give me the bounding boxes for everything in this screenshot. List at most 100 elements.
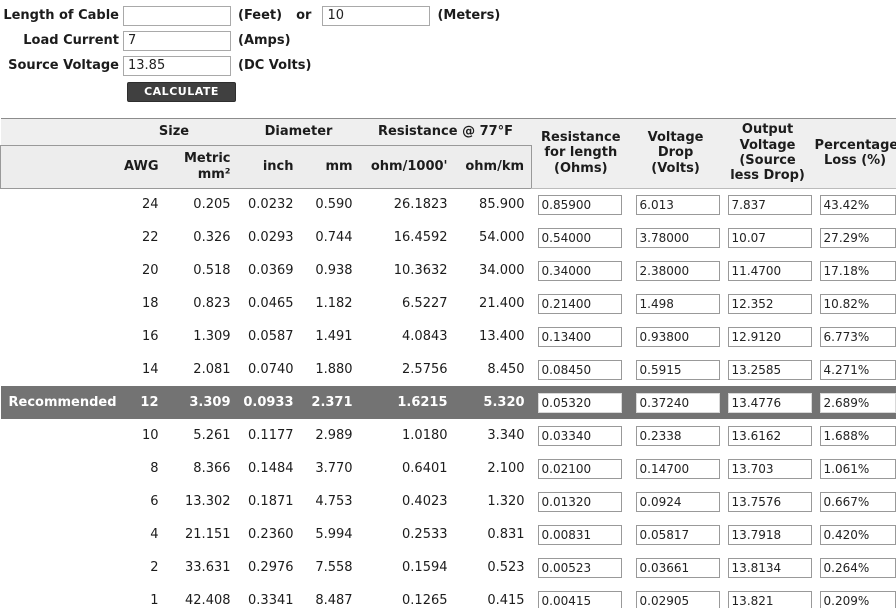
percentage-loss-input[interactable]	[819, 524, 896, 545]
metric-mm2-cell: 42.408	[185, 592, 231, 608]
amps-unit-label: (Amps)	[238, 33, 291, 48]
length-meters-input[interactable]	[322, 5, 431, 26]
percentage-loss-input[interactable]	[819, 392, 896, 413]
output-voltage-input[interactable]	[727, 491, 812, 512]
ohm-per-1000ft-cell: 1.0180	[402, 427, 448, 443]
voltage-drop-input[interactable]	[635, 194, 720, 215]
voltage-drop-input-cell	[630, 320, 722, 353]
resistance-for-length-input[interactable]	[537, 260, 622, 281]
output-voltage-input[interactable]	[727, 359, 812, 380]
ohm-per-1000ft-cell: 1.6215	[359, 386, 455, 419]
percentage-loss-input[interactable]	[819, 260, 896, 281]
resistance-for-length-input[interactable]	[537, 425, 622, 446]
voltage-drop-input[interactable]	[635, 227, 720, 248]
resistance-for-length-input[interactable]	[537, 194, 622, 215]
resistance-for-length-input[interactable]	[537, 293, 622, 314]
percentage-loss-input[interactable]	[819, 359, 896, 380]
resistance-for-length-input[interactable]	[537, 524, 622, 545]
resistance-for-length-input[interactable]	[537, 359, 622, 380]
dc-volts-unit-label: (DC Volts)	[238, 58, 312, 73]
percentage-loss-input[interactable]	[819, 458, 896, 479]
length-feet-input[interactable]	[123, 5, 231, 26]
percentage-loss-input[interactable]	[819, 293, 896, 314]
voltage-drop-input[interactable]	[635, 491, 720, 512]
awg-cell: 22	[141, 229, 159, 245]
percentage-loss-input[interactable]	[819, 194, 896, 215]
inch-cell: 0.0369	[248, 262, 294, 278]
awg-cell: 14	[141, 361, 159, 377]
ohm-per-km-cell: 1.320	[487, 493, 525, 509]
output-voltage-input[interactable]	[727, 557, 812, 578]
output-voltage-input[interactable]	[727, 326, 812, 347]
percentage-loss-input-cell	[814, 221, 896, 254]
voltage-drop-input[interactable]	[635, 590, 720, 608]
mm-cell: 8.487	[315, 592, 353, 608]
ohm-per-1000ft-cell: 4.0843	[402, 328, 448, 344]
resistance-for-length-input[interactable]	[537, 227, 622, 248]
output-voltage-input[interactable]	[727, 194, 812, 215]
voltage-drop-input[interactable]	[635, 293, 720, 314]
calculate-button[interactable]: CALCULATE	[127, 81, 236, 102]
output-voltage-input[interactable]	[727, 458, 812, 479]
awg-header: AWG	[110, 144, 166, 189]
voltage-drop-input-cell	[630, 452, 722, 485]
percentage-loss-input-cell	[814, 320, 896, 353]
voltage-drop-input[interactable]	[635, 359, 720, 380]
voltage-drop-input[interactable]	[635, 557, 720, 578]
percentage-loss-input[interactable]	[819, 557, 896, 578]
resistance-for-length-input[interactable]	[537, 326, 622, 347]
mm-cell: 5.994	[315, 526, 353, 542]
ohm-per-1000ft-cell: 0.4023	[402, 493, 448, 509]
output-voltage-input[interactable]	[727, 227, 812, 248]
or-label: or	[296, 8, 312, 23]
voltage-drop-input[interactable]	[635, 425, 720, 446]
inch-cell: 0.0465	[248, 295, 294, 311]
resistance-for-length-input[interactable]	[537, 458, 622, 479]
voltage-drop-input[interactable]	[635, 458, 720, 479]
output-voltage-input[interactable]	[727, 590, 812, 608]
output-voltage-input-cell	[722, 452, 814, 485]
diameter-group-header: Diameter	[237, 117, 360, 145]
output-voltage-input[interactable]	[727, 392, 812, 413]
resistance-for-length-input[interactable]	[537, 491, 622, 512]
length-of-cable-row: Length of Cable (Feet) or (Meters)	[0, 5, 896, 26]
empty-subheader-cell	[0, 144, 111, 189]
mm-header: mm	[300, 144, 360, 189]
output-voltage-input-cell	[722, 188, 814, 221]
percentage-loss-input[interactable]	[819, 326, 896, 347]
output-voltage-input[interactable]	[727, 425, 812, 446]
mm-cell: 4.753	[315, 493, 353, 509]
metric-mm2-cell: 1.309	[193, 328, 231, 344]
resistance-for-length-input[interactable]	[537, 590, 622, 608]
load-current-input[interactable]	[123, 30, 231, 51]
source-voltage-label: Source Voltage	[8, 58, 119, 73]
awg-cell: 10	[141, 427, 159, 443]
ohm-per-1000ft-cell: 0.1594	[402, 559, 448, 575]
row-label	[1, 221, 111, 254]
resistance-for-length-header: Resistance for length (Ohms)	[531, 117, 630, 189]
resistance-for-length-input[interactable]	[537, 392, 622, 413]
output-voltage-input[interactable]	[727, 260, 812, 281]
ohm-per-1000ft-cell: 0.6401	[402, 460, 448, 476]
output-voltage-input[interactable]	[727, 524, 812, 545]
percentage-loss-input[interactable]	[819, 227, 896, 248]
voltage-drop-input-cell	[630, 551, 722, 584]
voltage-drop-input-cell	[630, 221, 722, 254]
percentage-loss-input[interactable]	[819, 491, 896, 512]
awg-cell: 8	[150, 460, 159, 476]
resistance-for-length-input-cell	[532, 254, 630, 287]
voltage-drop-input[interactable]	[635, 524, 720, 545]
ohm-per-km-cell: 0.523	[487, 559, 525, 575]
output-voltage-input[interactable]	[727, 293, 812, 314]
voltage-drop-input[interactable]	[635, 326, 720, 347]
voltage-drop-input[interactable]	[635, 260, 720, 281]
percentage-loss-input[interactable]	[819, 590, 896, 608]
voltage-drop-input[interactable]	[635, 392, 720, 413]
resistance-for-length-input[interactable]	[537, 557, 622, 578]
source-voltage-input[interactable]	[123, 55, 231, 76]
percentage-loss-input[interactable]	[819, 425, 896, 446]
mm-cell: 2.989	[315, 427, 353, 443]
metric-mm2-cell: 0.205	[193, 197, 231, 213]
ohm-per-km-cell: 0.831	[487, 526, 525, 542]
metric-mm2-cell: 0.326	[193, 229, 231, 245]
